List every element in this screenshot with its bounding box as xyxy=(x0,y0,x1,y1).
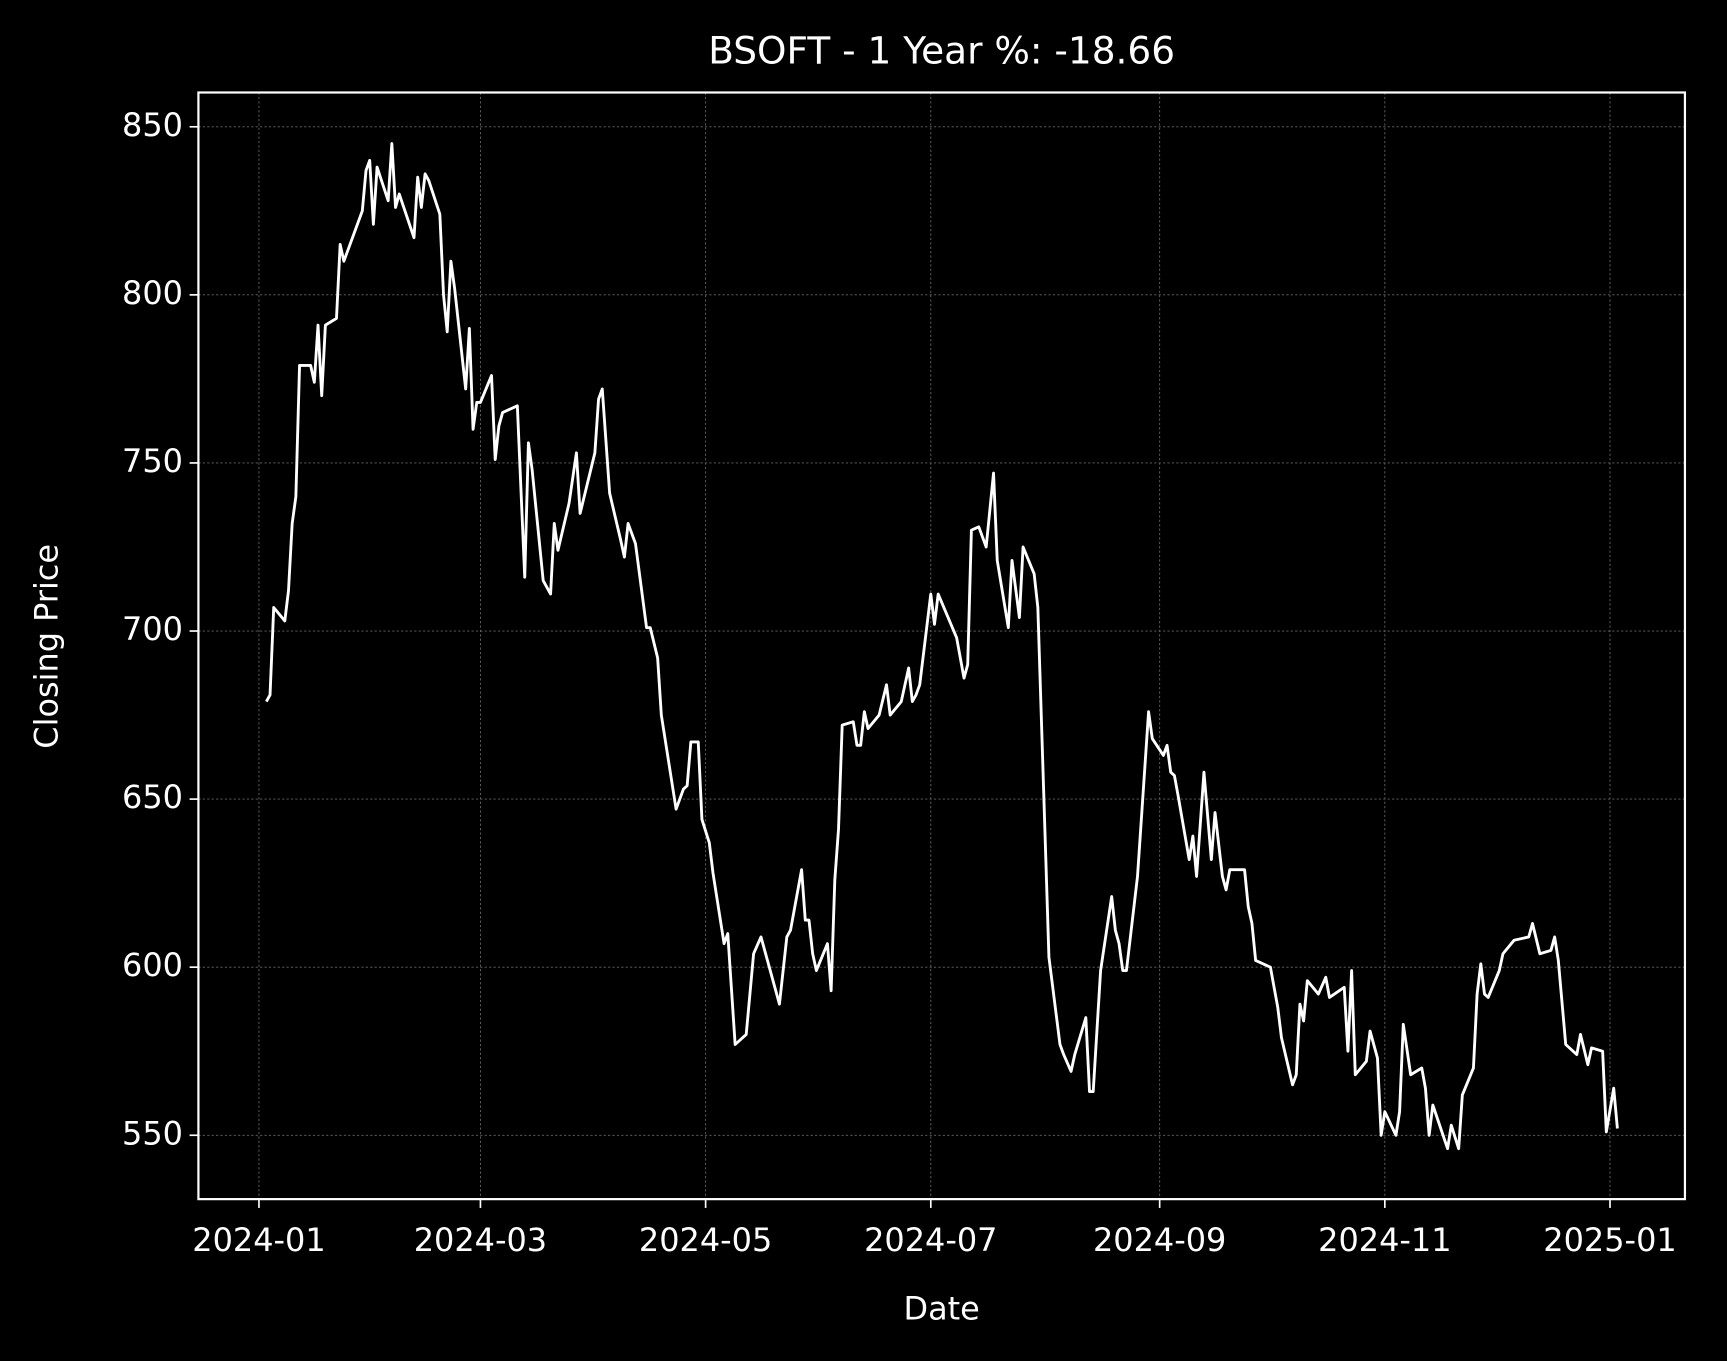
y-tick-label: 600 xyxy=(122,946,183,984)
chart-title: BSOFT - 1 Year %: -18.66 xyxy=(708,28,1175,72)
axes-frame xyxy=(197,91,1687,1201)
x-tick-label: 2024-01 xyxy=(192,1221,325,1259)
y-axis-label: Closing Price xyxy=(28,544,66,749)
x-tick-label: 2025-01 xyxy=(1543,1221,1676,1259)
x-tick-label: 2024-09 xyxy=(1093,1221,1226,1259)
y-tick-label: 850 xyxy=(122,106,183,144)
x-axis-label: Date xyxy=(904,1289,980,1327)
x-tick-label: 2024-03 xyxy=(414,1221,547,1259)
y-tick-label: 650 xyxy=(122,778,183,816)
x-tick-label: 2024-11 xyxy=(1318,1221,1451,1259)
plot-area: 2024-01 2024-03 2024-05 2024-07 2024-09 2024-… xyxy=(122,92,1685,1259)
y-tick-label: 750 xyxy=(122,442,183,480)
price-line xyxy=(265,142,1619,1151)
x-tick-label: 2024-07 xyxy=(864,1221,997,1259)
y-tick-label: 550 xyxy=(122,1114,183,1152)
x-tick-label: 2024-05 xyxy=(639,1221,772,1259)
y-tick-label: 800 xyxy=(122,274,183,312)
y-tick-label: 700 xyxy=(122,610,183,648)
